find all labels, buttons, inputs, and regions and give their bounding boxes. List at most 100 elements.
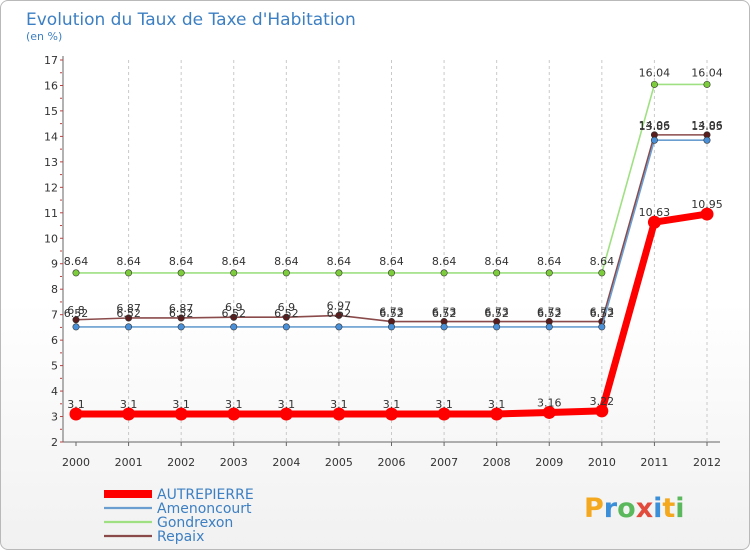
grid-lines (128, 60, 708, 442)
data-point (335, 311, 343, 319)
data-label: 6.73 (537, 306, 562, 319)
data-point (493, 323, 501, 331)
y-tick-label: 13 (44, 156, 58, 169)
chart-subtitle: (en %) (26, 30, 62, 43)
data-label: 8.64 (64, 255, 89, 268)
data-point (335, 269, 343, 277)
x-tick-label: 2004 (272, 456, 300, 469)
data-point (650, 80, 658, 88)
data-point (177, 269, 185, 277)
series-line (75, 83, 708, 274)
data-label: 6.52 (64, 307, 89, 320)
x-tick-label: 2005 (325, 456, 353, 469)
data-point (125, 323, 133, 331)
data-label: 13.85 (639, 120, 671, 133)
data-point (335, 323, 343, 331)
data-point (542, 405, 556, 419)
y-tick-label: 12 (44, 181, 58, 194)
data-label: 3.1 (488, 398, 506, 411)
y-tick-label: 17 (44, 54, 58, 67)
logo-letter: i (675, 493, 684, 524)
data-point (279, 407, 293, 421)
data-point (125, 314, 133, 322)
data-point (647, 215, 661, 229)
data-label: 6.87 (116, 302, 141, 315)
data-label: 6.52 (274, 307, 299, 320)
data-label: 3.1 (120, 398, 138, 411)
logo-letter: r (604, 493, 618, 524)
data-point (69, 407, 83, 421)
data-point (332, 407, 346, 421)
data-point (125, 269, 133, 277)
data-label: 6.52 (590, 307, 615, 320)
y-tick-label: 8 (51, 283, 58, 296)
data-label: 3.1 (172, 398, 190, 411)
x-tick-label: 2010 (588, 456, 616, 469)
data-point (177, 314, 185, 322)
x-tick-label: 2000 (62, 456, 90, 469)
data-point (72, 316, 80, 324)
data-point (490, 407, 504, 421)
data-point (703, 80, 711, 88)
y-axis-ticks: 2 3 4 5 6 7 8 9 10 11 12 13 14 15 16 17 (44, 54, 63, 449)
data-label: 6.52 (537, 307, 562, 320)
x-axis-ticks: 2000 2001 2002 2003 2004 2005 2006 2007 2008 2009… (62, 442, 721, 469)
y-tick-label: 5 (51, 360, 58, 373)
data-point (387, 269, 395, 277)
data-label: 6.73 (432, 306, 457, 319)
y-tick-label: 16 (44, 79, 58, 92)
data-label: 14.06 (639, 119, 671, 132)
data-label: 8.64 (274, 255, 299, 268)
data-label: 6.97 (327, 299, 352, 312)
data-label: 3.1 (278, 398, 296, 411)
data-label: 3.1 (225, 398, 243, 411)
data-label: 6.8 (67, 304, 85, 317)
y-tick-label: 6 (51, 334, 58, 347)
data-label: 6.52 (327, 307, 352, 320)
data-point (545, 269, 553, 277)
x-tick-label: 2011 (640, 456, 668, 469)
legend-label: Amenoncourt (157, 501, 252, 517)
data-label: 6.73 (484, 306, 509, 319)
data-point (230, 313, 238, 321)
x-tick-label: 2003 (220, 456, 248, 469)
data-label: 6.52 (116, 307, 141, 320)
y-tick-label: 9 (51, 258, 58, 271)
y-tick-label: 4 (51, 385, 58, 398)
data-point (385, 407, 398, 421)
data-label: 16.04 (639, 66, 671, 79)
y-tick-label: 14 (44, 130, 58, 143)
x-tick-label: 2001 (115, 456, 143, 469)
logo-letter: x (636, 493, 653, 524)
data-label: 13.85 (691, 120, 723, 133)
y-tick-label: 10 (44, 232, 58, 245)
data-point (227, 407, 241, 421)
data-label: 6.52 (379, 307, 404, 320)
y-tick-label: 2 (51, 436, 58, 449)
data-label: 8.64 (116, 255, 141, 268)
data-label: 6.52 (222, 307, 247, 320)
data-label: 14.06 (691, 119, 723, 132)
data-point (598, 269, 606, 277)
data-point (177, 323, 185, 331)
data-point (703, 136, 711, 144)
data-label: 10.95 (691, 198, 723, 211)
data-label: 8.64 (169, 255, 194, 268)
data-label: 3.1 (435, 398, 453, 411)
x-tick-label: 2002 (167, 456, 195, 469)
logo-letter: i (653, 493, 662, 524)
legend-label: Gondrexon (157, 515, 233, 531)
data-label: 6.9 (225, 301, 243, 314)
legend-label: Repaix (157, 529, 204, 545)
data-label: 3.16 (537, 396, 562, 409)
data-point (230, 323, 238, 331)
data-point (72, 323, 80, 331)
proxiti-logo: Proxiti (584, 493, 685, 524)
data-point (282, 269, 290, 277)
logo-letter: t (662, 493, 675, 524)
data-point (440, 269, 448, 277)
data-label: 8.64 (222, 255, 247, 268)
data-point (598, 323, 606, 331)
data-label: 3.1 (67, 398, 85, 411)
x-tick-label: 2007 (430, 456, 458, 469)
